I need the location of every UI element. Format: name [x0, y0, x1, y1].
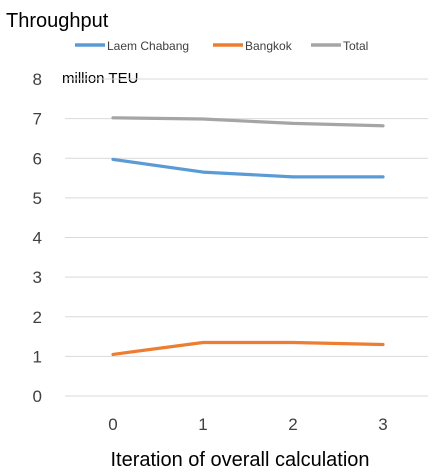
y-tick-label: 1: [33, 347, 42, 366]
y-tick-label: 7: [33, 110, 42, 129]
series-line-laem-chabang: [111, 157, 385, 179]
series-line-bangkok: [111, 340, 385, 356]
y-axis-tick-labels: 0 1 2 3 4 5 6 7 8: [33, 70, 42, 406]
gridlines: [65, 78, 428, 397]
y-tick-label: 6: [33, 149, 42, 168]
x-tick-label: 1: [198, 415, 207, 434]
x-axis-title: Iteration of overall calculation: [110, 449, 369, 470]
x-tick-label: 3: [378, 415, 387, 434]
y-tick-label: 2: [33, 308, 42, 327]
series-line-total: [111, 116, 385, 128]
y-tick-label: 4: [33, 229, 42, 248]
legend-label-total: Total: [343, 39, 368, 53]
chart-legend: Laem Chabang Bangkok Total: [75, 39, 368, 53]
series-lines: [111, 116, 385, 356]
x-tick-label: 2: [288, 415, 297, 434]
y-tick-label: 3: [33, 268, 42, 287]
legend-label-bangkok: Bangkok: [245, 39, 293, 53]
x-tick-label: 0: [108, 415, 117, 434]
y-tick-label: 8: [33, 70, 42, 89]
x-axis-tick-labels: 0 1 2 3: [108, 415, 387, 434]
y-tick-label: 5: [33, 189, 42, 208]
y-tick-label: 0: [33, 387, 42, 406]
chart-title: Throughput: [6, 10, 109, 32]
legend-label-laem-chabang: Laem Chabang: [107, 39, 189, 53]
